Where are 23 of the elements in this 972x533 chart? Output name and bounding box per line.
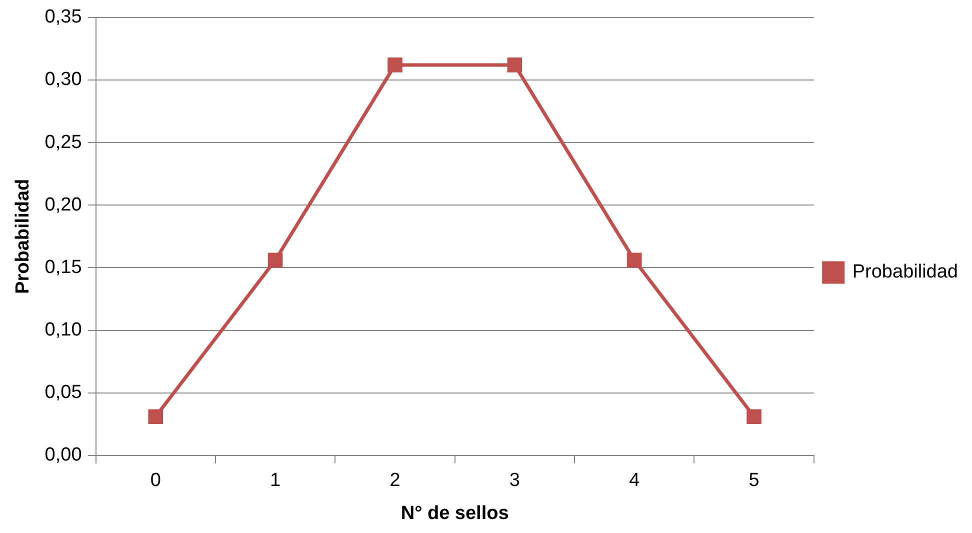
- point: [746, 409, 762, 424]
- y-tick-label: 0,10: [44, 319, 82, 340]
- point: [626, 252, 642, 268]
- y-tick-label: 0,05: [44, 382, 82, 404]
- x-tick-label: 2: [390, 470, 400, 492]
- legend-label: Probabilidad: [852, 262, 958, 283]
- point: [388, 58, 402, 72]
- x-axis-title: N° de sellos: [400, 502, 509, 524]
- y-tick-label: 0,15: [44, 256, 82, 278]
- x-tick-label: 4: [629, 470, 640, 492]
- y-tick-label: 0,25: [44, 132, 82, 153]
- x-tick-label: 0: [150, 470, 161, 492]
- y-tick-label: 0,20: [44, 194, 82, 216]
- y-tick-label: 0,00: [44, 444, 82, 466]
- point: [148, 409, 164, 424]
- y-tick-label: 0,30: [44, 69, 82, 90]
- x-tick-label: 5: [748, 470, 760, 492]
- x-tick-label: 1: [270, 470, 281, 492]
- point: [268, 252, 283, 268]
- x-tick-label: 3: [509, 470, 520, 492]
- y-tick-label: 0,35: [44, 6, 82, 28]
- y-axis-title: Probabilidad: [12, 178, 34, 294]
- point: [507, 58, 522, 72]
